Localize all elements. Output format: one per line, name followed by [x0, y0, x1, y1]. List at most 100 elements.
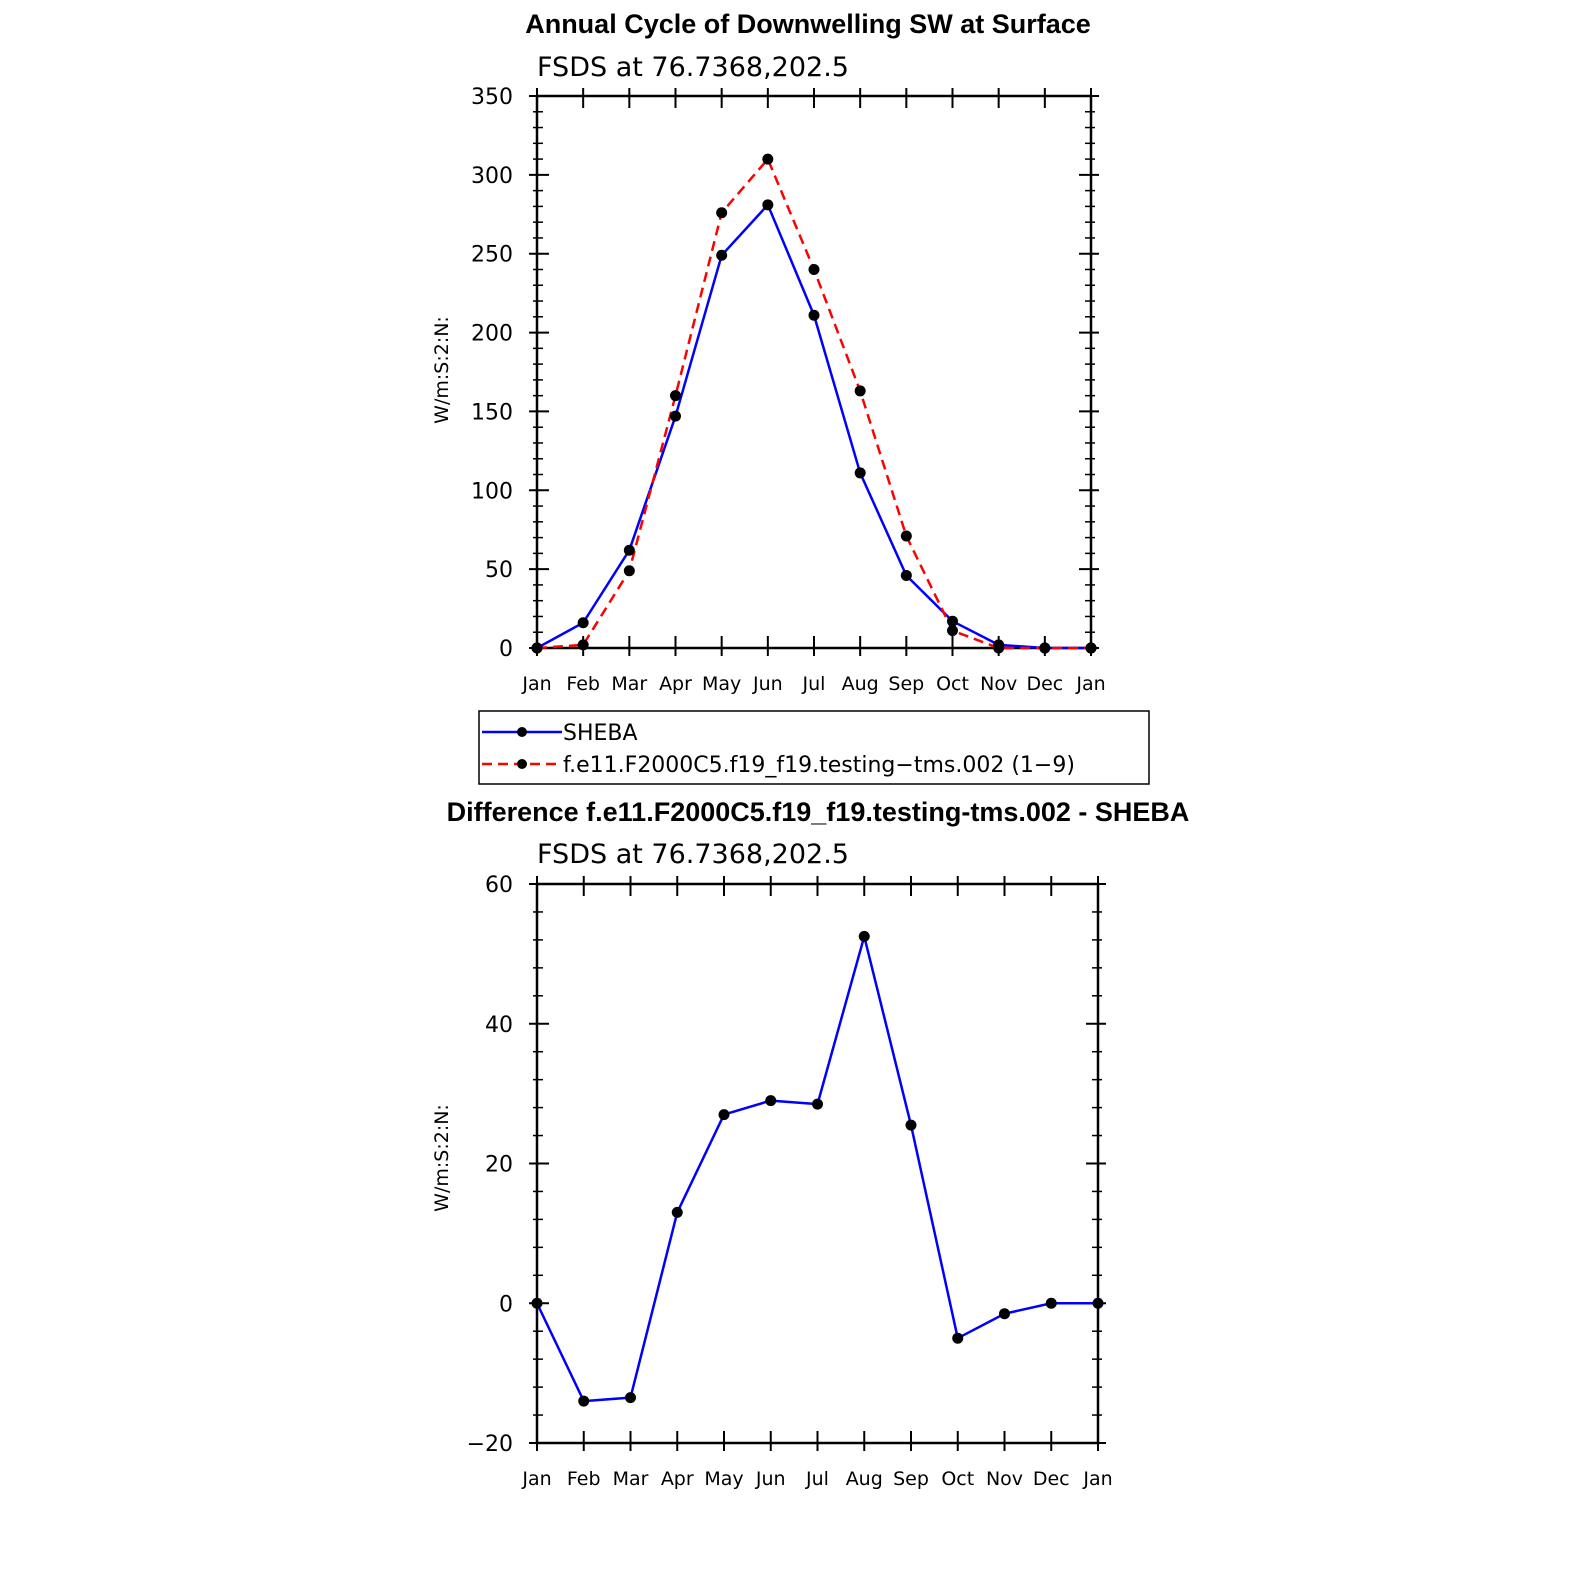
data-point-1: [716, 207, 728, 219]
x-tick-labels: Jan Feb Mar Apr May Jun Jul Aug Sep Oct Nov Dec Jan: [521, 673, 1105, 695]
y-tick-label: 0: [499, 1292, 513, 1317]
data-point-1: [762, 153, 774, 165]
chart-title: Annual Cycle of Downwelling SW at Surfac…: [525, 9, 1091, 39]
difference-chart: Difference f.e11.F2000C5.f19_f19.testing…: [431, 797, 1189, 1490]
annual-cycle-chart: Annual Cycle of Downwelling SW at Surfac…: [431, 9, 1106, 695]
x-tick-label: Dec: [1033, 1468, 1070, 1490]
x-tick-label: Oct: [941, 1468, 974, 1490]
legend: SHEBA f.e11.F2000C5.f19_f19.testing−tms.…: [478, 710, 1150, 785]
x-tick-label: Apr: [659, 673, 692, 695]
axes-frame: [535, 882, 1100, 1445]
plot-border: [535, 882, 1100, 1445]
legend-label-model: f.e11.F2000C5.f19_f19.testing−tms.002 (1…: [563, 753, 1075, 778]
data-point-1: [1085, 642, 1097, 654]
y-tick-label: 100: [471, 479, 513, 504]
series-line-0: [535, 935, 1098, 1403]
x-tick-label: Nov: [980, 673, 1017, 695]
legend-box: [478, 710, 1150, 785]
x-tick-label: Dec: [1026, 673, 1063, 695]
x-tick-label: Oct: [936, 673, 969, 695]
x-tick-label: Mar: [613, 1468, 649, 1490]
x-tick-label: Jan: [1082, 1468, 1112, 1490]
data-point-1: [947, 625, 958, 637]
x-tick-label: May: [704, 1468, 743, 1490]
data-point-0: [762, 199, 774, 211]
x-tick-label: Jan: [1075, 673, 1105, 695]
y-tick-label: −20: [467, 1432, 513, 1457]
data-point-0: [670, 410, 681, 422]
y-tick-label: 250: [471, 243, 513, 268]
y-tick-label: 60: [485, 873, 513, 898]
data-point-0: [812, 1098, 823, 1110]
y-axis-label: W/m:S:2:N:: [431, 316, 453, 424]
series-line-1: [536, 157, 1091, 650]
y-tick-label: 40: [485, 1013, 513, 1038]
x-tick-label: Nov: [986, 1468, 1023, 1490]
x-tick-label: Sep: [893, 1468, 929, 1490]
x-tick-label: Jan: [521, 673, 551, 695]
data-point-0: [854, 467, 866, 479]
data-point-0: [625, 1392, 636, 1404]
x-tick-label: May: [702, 673, 741, 695]
x-tick-label: Feb: [567, 1468, 601, 1490]
y-tick-label: 200: [471, 322, 513, 347]
x-tick-label: Jun: [755, 1468, 786, 1490]
data-point-0: [905, 1119, 917, 1131]
legend-marker-sheba: [517, 727, 527, 737]
x-tick-label: Mar: [611, 673, 647, 695]
axis-ticks: [529, 876, 1106, 1451]
x-tick-label: Sep: [888, 673, 924, 695]
x-tick-label: Feb: [566, 673, 600, 695]
legend-marker-model: [517, 759, 527, 769]
data-point-1: [577, 639, 589, 651]
data-point-1: [531, 642, 543, 654]
x-tick-labels: Jan Feb Mar Apr May Jun Jul Aug Sep Oct Nov Dec Jan: [521, 1468, 1112, 1490]
y-tick-label: 300: [471, 164, 513, 189]
x-tick-label: Aug: [846, 1468, 883, 1490]
axis-ticks: [529, 88, 1099, 656]
data-point-1: [1039, 642, 1051, 654]
y-tick-label: 350: [471, 85, 513, 110]
data-point-0: [858, 930, 870, 942]
x-tick-label: Jun: [752, 673, 783, 695]
y-tick-label: 150: [471, 400, 513, 425]
data-point-1: [623, 565, 635, 577]
y-tick-labels: −20 0 20 40 60: [467, 873, 513, 1457]
y-tick-label: 50: [485, 558, 513, 583]
data-point-0: [900, 569, 912, 581]
data-point-0: [718, 1109, 730, 1121]
x-tick-label: Apr: [661, 1468, 694, 1490]
data-point-0: [577, 617, 589, 629]
y-axis-label: W/m:S:2:N:: [431, 1104, 453, 1212]
x-tick-label: Jul: [802, 673, 826, 695]
chart-title: Difference f.e11.F2000C5.f19_f19.testing…: [447, 797, 1190, 827]
series-layer: [531, 153, 1097, 654]
x-tick-label: Jul: [805, 1468, 829, 1490]
x-tick-label: Jan: [521, 1468, 551, 1490]
data-point-0: [716, 249, 728, 261]
data-point-0: [999, 1308, 1010, 1320]
series-layer: [531, 930, 1104, 1407]
y-tick-labels: 0 50 100 150 200 250 300 350: [471, 85, 513, 662]
y-tick-label: 0: [499, 637, 513, 662]
y-tick-label: 20: [485, 1153, 513, 1178]
data-point-0: [952, 1332, 964, 1344]
chart-subtitle: FSDS at 76.7368,202.5: [537, 839, 849, 870]
x-tick-label: Aug: [842, 673, 879, 695]
data-point-1: [854, 385, 866, 397]
data-point-0: [623, 544, 635, 556]
data-point-1: [900, 530, 912, 542]
legend-label-sheba: SHEBA: [563, 721, 638, 746]
data-point-1: [808, 263, 820, 275]
data-point-0: [1092, 1297, 1104, 1309]
data-point-0: [1045, 1297, 1057, 1309]
data-point-0: [765, 1095, 777, 1107]
data-point-0: [578, 1395, 590, 1407]
data-point-0: [947, 615, 958, 627]
data-point-1: [670, 390, 681, 402]
chart-subtitle: FSDS at 76.7368,202.5: [537, 52, 849, 83]
data-point-0: [531, 1297, 543, 1309]
data-point-1: [993, 642, 1005, 654]
data-point-0: [671, 1206, 683, 1218]
